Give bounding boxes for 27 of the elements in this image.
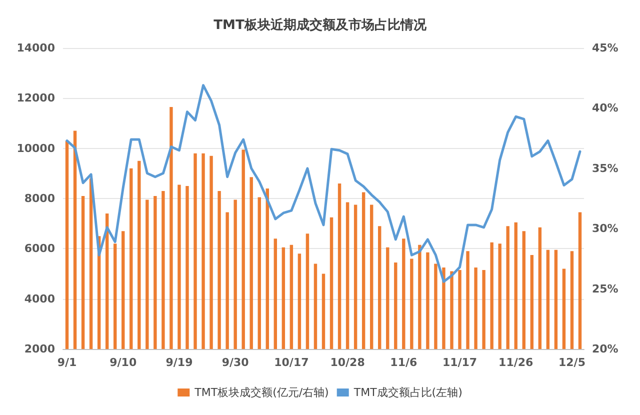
- y-tick-label: 6000: [24, 242, 56, 256]
- x-tick-label: 11/26: [498, 356, 534, 369]
- x-tick-label: 9/1: [57, 356, 77, 369]
- line-series: [66, 84, 582, 283]
- x-tick-label: 10/17: [274, 356, 309, 369]
- x-tick-label: 10/28: [330, 356, 365, 369]
- y2-tick-label: 45%: [592, 42, 618, 54]
- y-tick-label: 10000: [16, 142, 56, 155]
- y2-tick-label: 20%: [592, 342, 618, 356]
- y-tick-label: 14000: [16, 42, 56, 54]
- x-tick-label: 9/10: [110, 356, 137, 369]
- x-tick-label: 11/6: [390, 356, 418, 369]
- x-tick-label: 12/5: [558, 356, 586, 369]
- y-tick-label: 4000: [24, 292, 56, 306]
- x-tick-label: 9/19: [166, 356, 193, 369]
- legend-label: TMT板块成交额(亿元/右轴): [194, 386, 329, 399]
- legend-label: TMT成交额占比(左轴): [352, 386, 462, 399]
- x-tick-label: 11/17: [442, 356, 478, 369]
- y2-tick-label: 30%: [592, 222, 618, 236]
- y-tick-label: 12000: [16, 92, 56, 105]
- y2-tick-label: 40%: [592, 102, 618, 115]
- x-tick-label: 9/30: [222, 356, 250, 369]
- y2-tick-label: 25%: [592, 282, 618, 296]
- y2-tick-label: 35%: [592, 162, 618, 175]
- chart-title: TMT板块近期成交额及市场占比情况: [214, 17, 428, 33]
- y-tick-label: 8000: [24, 192, 56, 205]
- y-tick-label: 2000: [24, 342, 56, 356]
